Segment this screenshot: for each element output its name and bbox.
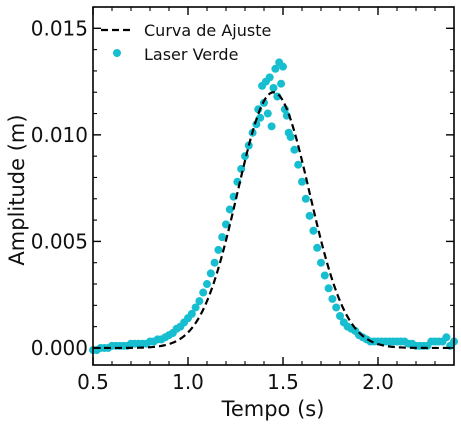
data-point bbox=[195, 297, 204, 306]
y-tick-label: 0.010 bbox=[31, 123, 88, 147]
data-point bbox=[305, 211, 314, 220]
data-point bbox=[317, 258, 325, 267]
data-point bbox=[277, 79, 286, 88]
data-point bbox=[187, 309, 196, 318]
data-point bbox=[336, 311, 344, 320]
y-tick-label: 0.015 bbox=[31, 16, 88, 40]
x-tick-label: 1.5 bbox=[267, 370, 299, 394]
data-point bbox=[442, 333, 451, 342]
y-tick-label: 0.005 bbox=[31, 229, 88, 253]
plot-frame bbox=[92, 6, 455, 366]
data-point bbox=[313, 243, 322, 252]
data-point bbox=[320, 271, 329, 280]
data-point bbox=[265, 73, 274, 82]
data-point bbox=[279, 62, 287, 71]
legend-points-label: Laser Verde bbox=[144, 45, 238, 64]
data-point bbox=[244, 141, 253, 150]
data-point bbox=[328, 294, 337, 303]
data-point bbox=[324, 284, 333, 293]
data-point bbox=[222, 220, 230, 229]
data-point bbox=[203, 280, 211, 289]
x-tick-label: 0.5 bbox=[77, 370, 109, 394]
axis-ticks bbox=[92, 6, 454, 365]
y-axis-label: Amplitude (m) bbox=[5, 114, 29, 265]
data-point bbox=[206, 269, 215, 278]
data-point bbox=[218, 233, 227, 242]
y-tick-label: 0.000 bbox=[31, 336, 88, 360]
tick-labels: 0.5 1.0 1.5 2.0 0.000 0.005 0.010 0.015 bbox=[31, 16, 394, 394]
data-point bbox=[309, 226, 318, 235]
data-point bbox=[256, 113, 265, 122]
x-tick-label: 1.0 bbox=[172, 370, 204, 394]
x-axis-label: Tempo (s) bbox=[221, 397, 325, 421]
data-point bbox=[210, 258, 219, 267]
data-point bbox=[214, 245, 223, 254]
legend-fit-label: Curva de Ajuste bbox=[144, 21, 271, 40]
data-point bbox=[301, 194, 310, 203]
data-point bbox=[191, 303, 200, 312]
data-point bbox=[263, 109, 272, 118]
x-tick-label: 2.0 bbox=[362, 370, 394, 394]
fit-curve-layer bbox=[93, 91, 454, 350]
data-point bbox=[286, 132, 295, 141]
data-point bbox=[225, 205, 234, 214]
legend-point-marker bbox=[113, 49, 121, 57]
fit-curve bbox=[93, 91, 454, 350]
data-point bbox=[269, 83, 278, 92]
data-point bbox=[294, 160, 303, 169]
data-point bbox=[199, 288, 208, 297]
data-point bbox=[290, 145, 299, 154]
data-point bbox=[298, 177, 306, 186]
data-point bbox=[267, 122, 276, 131]
data-point bbox=[332, 303, 341, 312]
data-point bbox=[271, 64, 280, 73]
legend: Curva de Ajuste Laser Verde bbox=[101, 21, 271, 64]
